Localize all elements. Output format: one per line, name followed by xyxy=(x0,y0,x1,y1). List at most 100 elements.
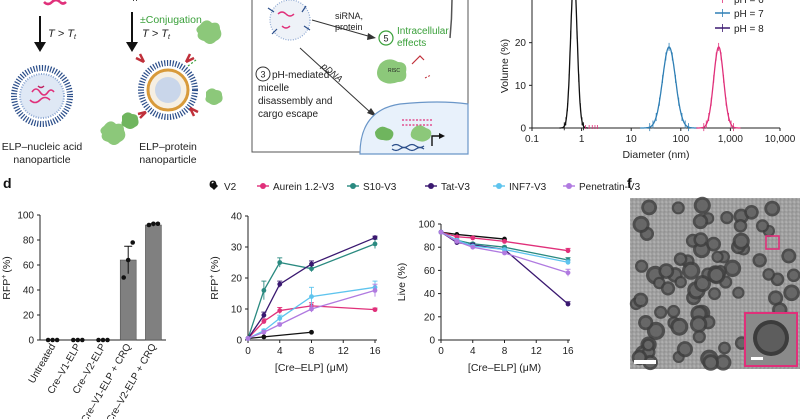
tem-particle-core xyxy=(644,202,655,213)
e-left-point xyxy=(309,329,314,335)
tem-particle-core xyxy=(786,287,797,299)
tem-particle-core xyxy=(758,221,767,231)
panel-d-bar-chart: 020406080100RFP+(%)UntreatedCre–V1-ELPCr… xyxy=(1,211,166,419)
e-legend-marker xyxy=(260,183,266,189)
e-left-point xyxy=(261,312,267,318)
tem-particle-core xyxy=(635,295,646,305)
conjugation-label: ±Conjugation, xyxy=(140,14,205,26)
d-point xyxy=(146,222,152,228)
e-left-x-label: [Cre–ELP] (μM) xyxy=(275,362,348,374)
e-left-x-tick-label: 0 xyxy=(245,346,251,357)
tem-particle-core xyxy=(695,332,704,342)
c-x-tick-label: 0.1 xyxy=(525,134,539,145)
tem-particle-core xyxy=(697,278,708,290)
e-legend-label: INF7-V3 xyxy=(509,182,547,193)
d-y-tick-label: 60 xyxy=(23,261,35,272)
nucleic-acid-cargo-icon xyxy=(59,1,67,5)
tem-particle-core xyxy=(713,252,722,261)
tem-particle-core xyxy=(773,274,782,284)
tem-particle-core xyxy=(720,343,729,353)
panel-e-legend: V2 Aurein 1.2-V3 S10-V3 Tat-V3 INF7-V3 Penetr… xyxy=(210,182,641,193)
sirna-label-line1: siRNA, xyxy=(335,11,363,21)
e-left-point xyxy=(309,261,314,267)
step-3-number: 3 xyxy=(260,70,265,80)
c-series-line-1 xyxy=(640,46,698,129)
tem-particle-core xyxy=(736,221,745,231)
e-left-x-tick-label: 4 xyxy=(277,346,283,357)
e-right-point xyxy=(565,270,571,276)
tem-particle-core xyxy=(637,261,646,271)
e-left-x-tick-label: 16 xyxy=(369,346,381,357)
tem-particle-core xyxy=(679,343,691,355)
tem-particle-core xyxy=(674,203,683,213)
tem-particle-core xyxy=(735,235,747,247)
d-point xyxy=(71,337,76,343)
d-point xyxy=(75,337,81,343)
e-left-point xyxy=(277,322,283,327)
d-y-label-unit: (%) xyxy=(1,256,13,272)
e-right-y-tick-label: 100 xyxy=(418,220,435,231)
panel-e-left-rfp-chart: 0 4 8 12 16 0 10 20 30 40 [Cre–ELP] (μM) RFP+ (%) xyxy=(209,212,381,375)
np-left-label-line2: nanoparticle xyxy=(13,154,70,166)
e-right-point xyxy=(438,229,444,235)
e-left-y-tick-label: 40 xyxy=(231,212,243,223)
asterisk-mark: ·· xyxy=(132,0,138,5)
panel-letter-f: f xyxy=(627,175,632,191)
d-point xyxy=(151,221,156,227)
elp-protein-nanoparticle-icon xyxy=(135,53,199,120)
tem-particle-core xyxy=(676,254,685,264)
c-y-tick-label: 10 xyxy=(515,81,527,92)
c-y-tick-label: 0 xyxy=(520,124,526,135)
c-legend-label: pH = 7 xyxy=(734,9,764,20)
tem-particle-core xyxy=(722,213,732,222)
scale-bar xyxy=(634,360,656,364)
tem-particle-core xyxy=(692,318,705,330)
nucleus-icon xyxy=(359,101,469,155)
e-right-y-label-main: Live (%) xyxy=(396,263,408,302)
tem-particle-core xyxy=(656,308,665,317)
d-point xyxy=(96,337,101,343)
tem-particle-core xyxy=(695,216,706,227)
tem-particle-core xyxy=(770,293,781,303)
tem-particle-core xyxy=(655,279,664,287)
e-left-y-tick-label: 10 xyxy=(231,305,243,316)
tem-particle-core xyxy=(746,207,757,217)
e-right-y-tick-label: 20 xyxy=(424,312,436,323)
tem-micrograph xyxy=(629,196,800,371)
c-x-tick-label: 100 xyxy=(672,134,689,145)
tem-particle-core xyxy=(736,211,747,222)
e-left-point xyxy=(372,241,378,247)
tem-particle-core xyxy=(705,357,717,368)
schematic-left: T > Tt ELP–nucleic acid nanoparticle ·· … xyxy=(2,0,223,166)
e-right-y-tick-label: 40 xyxy=(424,289,436,300)
e-legend-label: Aurein 1.2-V3 xyxy=(273,182,335,193)
tem-particle-core xyxy=(673,320,686,333)
tem-particle-core xyxy=(737,338,747,348)
tem-particle-core xyxy=(710,289,719,298)
e-right-x-tick-label: 16 xyxy=(562,346,574,357)
np-right-label-line2: nanoparticle xyxy=(139,154,196,166)
tem-particle-core xyxy=(635,218,647,230)
zoom-region-marker xyxy=(765,235,780,250)
c-series-line-0 xyxy=(559,0,589,129)
e-left-point xyxy=(277,260,283,265)
e-left-y-label-main: RFP xyxy=(209,279,221,300)
np-right-label-line1: ELP–protein xyxy=(139,141,197,153)
tem-particle-core xyxy=(734,288,743,297)
down-arrow-head-icon xyxy=(126,42,138,52)
panel-e-right-live-chart: 0 4 8 12 16 0 20 40 60 80 100 [Cre–ELP] (μM) Live (%… xyxy=(396,220,574,375)
c-legend-label: pH = 6 xyxy=(734,0,764,6)
e-left-point xyxy=(261,334,267,340)
membrane-line xyxy=(449,0,453,39)
step-3-label-line1: pH-mediated xyxy=(272,70,329,81)
e-left-y-tick-label: 20 xyxy=(231,274,243,285)
tem-particle-core xyxy=(764,270,773,279)
e-left-y-label-sup: + xyxy=(209,275,216,279)
micelle-disassembly-icon xyxy=(267,0,311,41)
d-point xyxy=(45,337,51,343)
e-left-point xyxy=(372,235,378,241)
step-3-label-line3: disassembly and xyxy=(258,96,332,107)
panel-letter-d: d xyxy=(3,175,12,191)
e-right-point xyxy=(470,235,476,241)
